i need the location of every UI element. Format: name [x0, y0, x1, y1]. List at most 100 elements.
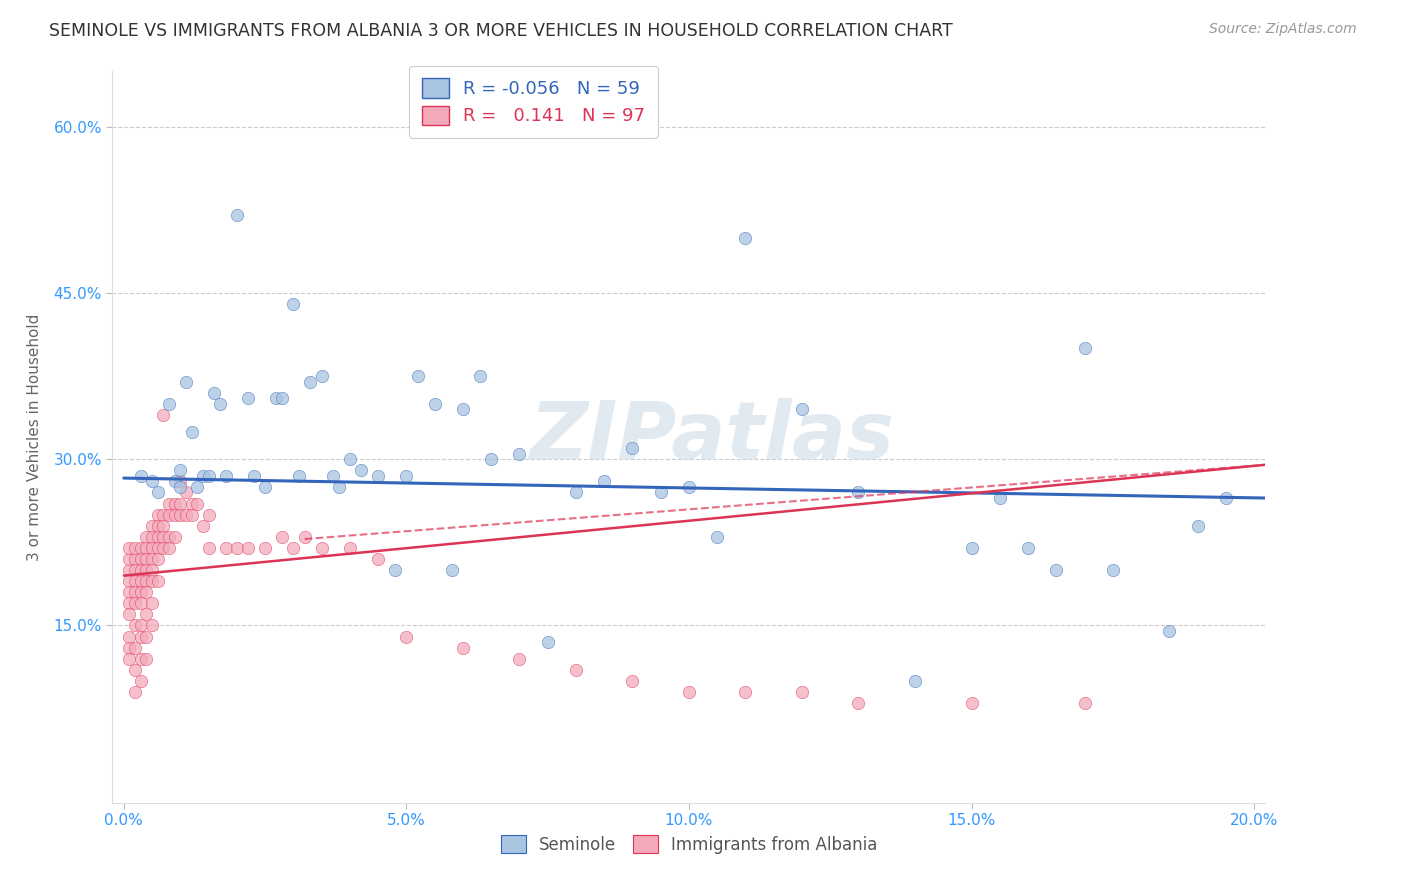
Point	[537, 635, 560, 649]
Point	[174, 508, 197, 522]
Point	[621, 441, 644, 455]
Point	[214, 541, 236, 555]
Point	[288, 468, 311, 483]
Point	[242, 468, 264, 483]
Text: SEMINOLE VS IMMIGRANTS FROM ALBANIA 3 OR MORE VEHICLES IN HOUSEHOLD CORRELATION : SEMINOLE VS IMMIGRANTS FROM ALBANIA 3 OR…	[49, 22, 953, 40]
Point	[135, 552, 157, 566]
Point	[790, 402, 813, 417]
Point	[197, 468, 219, 483]
Point	[129, 468, 152, 483]
Point	[271, 392, 294, 406]
Point	[118, 640, 141, 655]
Point	[451, 402, 474, 417]
Point	[124, 596, 146, 610]
Point	[118, 574, 141, 589]
Point	[565, 485, 588, 500]
Point	[1101, 563, 1123, 577]
Point	[423, 397, 446, 411]
Point	[621, 673, 644, 688]
Point	[593, 475, 616, 489]
Point	[271, 530, 294, 544]
Point	[141, 552, 163, 566]
Point	[124, 663, 146, 677]
Point	[124, 563, 146, 577]
Point	[157, 530, 180, 544]
Point	[118, 607, 141, 622]
Point	[202, 385, 225, 400]
Point	[191, 468, 214, 483]
Point	[225, 541, 247, 555]
Point	[141, 530, 163, 544]
Point	[565, 663, 588, 677]
Point	[395, 630, 418, 644]
Point	[236, 541, 259, 555]
Point	[236, 392, 259, 406]
Point	[960, 541, 983, 555]
Point	[169, 508, 191, 522]
Point	[152, 508, 174, 522]
Point	[163, 508, 186, 522]
Point	[124, 574, 146, 589]
Point	[508, 447, 530, 461]
Point	[157, 397, 180, 411]
Point	[146, 552, 169, 566]
Point	[214, 468, 236, 483]
Point	[367, 468, 389, 483]
Point	[163, 530, 186, 544]
Text: Source: ZipAtlas.com: Source: ZipAtlas.com	[1209, 22, 1357, 37]
Point	[129, 574, 152, 589]
Point	[118, 563, 141, 577]
Point	[197, 541, 219, 555]
Point	[734, 685, 756, 699]
Point	[141, 618, 163, 632]
Point	[129, 596, 152, 610]
Point	[146, 530, 169, 544]
Point	[129, 563, 152, 577]
Point	[1073, 342, 1095, 356]
Point	[174, 375, 197, 389]
Point	[124, 552, 146, 566]
Point	[254, 480, 277, 494]
Point	[339, 452, 361, 467]
Point	[152, 530, 174, 544]
Point	[848, 696, 870, 710]
Point	[129, 585, 152, 599]
Point	[163, 497, 186, 511]
Point	[118, 651, 141, 665]
Point	[129, 552, 152, 566]
Point	[191, 518, 214, 533]
Point	[734, 230, 756, 244]
Point	[186, 480, 208, 494]
Point	[294, 530, 316, 544]
Point	[157, 497, 180, 511]
Point	[141, 541, 163, 555]
Point	[225, 209, 247, 223]
Point	[1187, 518, 1209, 533]
Point	[124, 585, 146, 599]
Point	[180, 508, 202, 522]
Point	[180, 497, 202, 511]
Point	[152, 408, 174, 422]
Point	[468, 369, 491, 384]
Point	[157, 508, 180, 522]
Point	[169, 497, 191, 511]
Point	[118, 552, 141, 566]
Point	[283, 297, 305, 311]
Point	[129, 630, 152, 644]
Text: ZIPatlas: ZIPatlas	[530, 398, 894, 476]
Point	[169, 463, 191, 477]
Point	[124, 618, 146, 632]
Point	[960, 696, 983, 710]
Point	[904, 673, 927, 688]
Point	[135, 585, 157, 599]
Point	[988, 491, 1011, 505]
Point	[311, 541, 333, 555]
Point	[367, 552, 389, 566]
Point	[266, 392, 288, 406]
Point	[328, 480, 350, 494]
Point	[157, 541, 180, 555]
Point	[339, 541, 361, 555]
Point	[208, 397, 231, 411]
Point	[135, 541, 157, 555]
Point	[790, 685, 813, 699]
